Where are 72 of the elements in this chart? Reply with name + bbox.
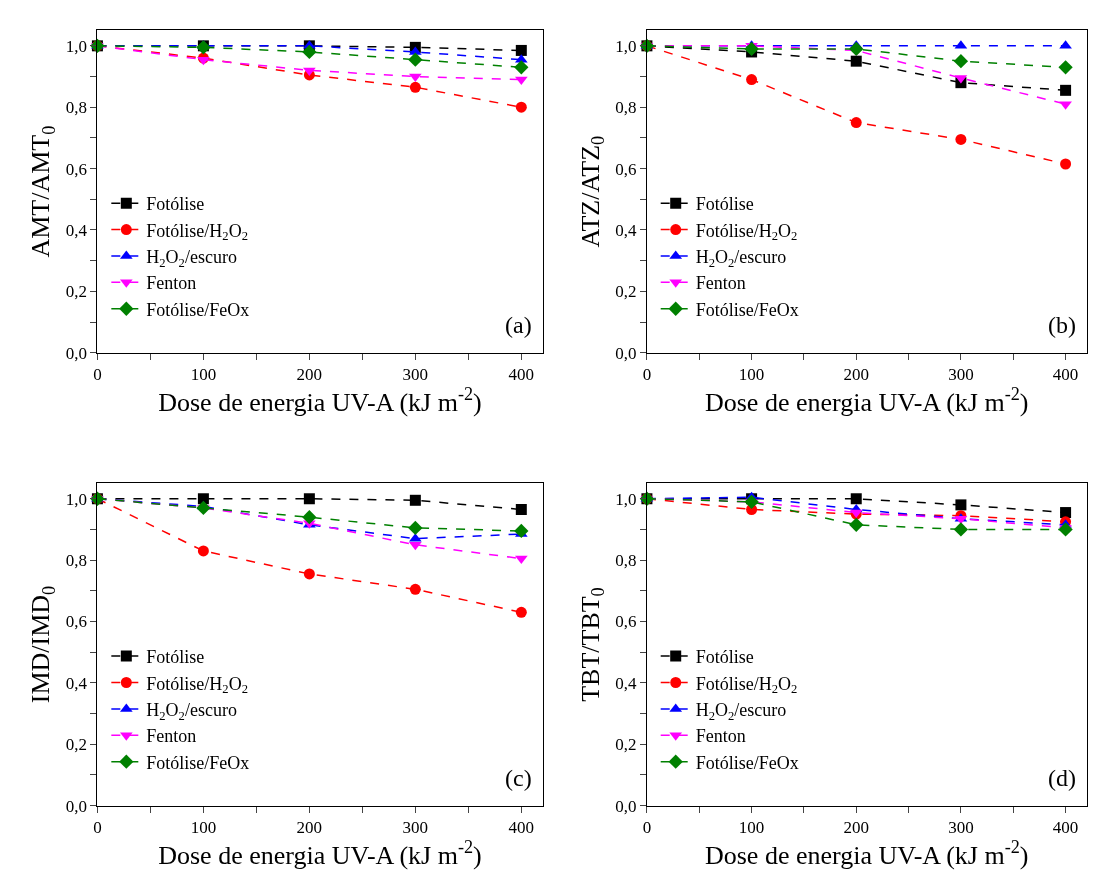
legend-label: Fotólise/H$_{2}$O$_{2}$ [146,673,248,697]
legend-label: Fotólise/H$_{2}$O$_{2}$ [695,220,798,244]
y-tick-label: 1,0 [65,36,88,56]
legend-label: Fenton [695,273,746,294]
x-tick-label: 200 [296,365,323,385]
y-tick-label: 0,2 [65,735,88,755]
annotation: (b) [1048,312,1076,338]
x-axis-title: Dose de energia UV-A (kJ m$^{-2}$) [704,384,1029,418]
legend-label: Fotólise [695,194,754,215]
legend-label: Fenton [146,726,197,747]
y-tick-label: 0,0 [615,796,637,816]
legend-label: Fenton [146,273,197,294]
legend-label: Fotólise [146,194,205,215]
x-tick-label: 0 [93,365,102,385]
x-axis-title: Dose de energia UV-A (kJ m$^{-2}$) [704,837,1029,870]
legend-label: Fotólise/H$_{2}$O$_{2}$ [695,673,798,697]
y-tick-label: 0,8 [65,98,88,118]
y-tick-label: 0,4 [615,673,638,693]
x-tick-label: 100 [738,365,765,385]
x-tick-label: 300 [948,818,974,838]
x-tick-label: 0 [642,818,652,838]
y-tick-label: 0,4 [65,673,88,693]
x-tick-label: 200 [296,818,323,838]
x-tick-label: 300 [402,365,429,385]
y-tick-label: 0,6 [65,612,88,632]
legend-label: H$_{2}$O$_{2}$/escuro [146,699,237,723]
y-tick-label: 0,6 [65,159,88,179]
legend-label: H$_{2}$O$_{2}$/escuro [695,246,787,270]
y-tick-label: 0,0 [65,796,88,816]
y-tick-label: 0,0 [615,343,637,363]
y-tick-label: 0,8 [65,551,88,571]
y-tick-label: 0,4 [615,220,638,240]
y-tick-label: 0,4 [65,220,88,240]
legend-label: Fotólise/FeOx [146,752,250,773]
x-tick-label: 400 [508,365,535,385]
annotation: (c) [505,765,532,791]
legend-label: Fenton [695,726,746,747]
x-tick-label: 100 [738,818,765,838]
legend-label: Fotólise [695,647,754,668]
x-tick-label: 200 [843,818,869,838]
legend-label: H$_{2}$O$_{2}$/escuro [695,699,787,723]
y-tick-label: 0,2 [65,282,88,302]
annotation: (a) [505,312,532,338]
y-tick-label: 0,6 [615,612,637,632]
x-tick-label: 400 [1052,818,1079,838]
legend-label: Fotólise/H$_{2}$O$_{2}$ [146,220,248,244]
legend-label: Fotólise [146,647,205,668]
legend-label: Fotólise/FeOx [695,752,799,773]
x-tick-label: 0 [642,365,652,385]
x-axis-title: Dose de energia UV-A (kJ m$^{-2}$) [158,837,482,870]
annotation: (d) [1048,765,1076,791]
x-tick-label: 100 [190,365,217,385]
legend-label: H$_{2}$O$_{2}$/escuro [146,246,237,270]
legend-label: Fotólise/FeOx [695,299,799,320]
y-tick-label: 1,0 [65,489,88,509]
x-tick-label: 300 [402,818,429,838]
x-tick-label: 0 [93,818,102,838]
y-tick-label: 0,8 [615,98,637,118]
legend-label: Fotólise/FeOx [146,299,250,320]
y-tick-label: 0,2 [615,735,637,755]
x-axis-title: Dose de energia UV-A (kJ m$^{-2}$) [158,384,482,418]
y-tick-label: 1,0 [615,36,637,56]
x-tick-label: 400 [1052,365,1079,385]
y-tick-label: 0,6 [615,159,637,179]
y-tick-label: 1,0 [615,489,637,509]
y-tick-label: 0,2 [615,282,637,302]
y-tick-label: 0,8 [615,551,637,571]
x-tick-label: 200 [843,365,869,385]
x-tick-label: 300 [948,365,974,385]
x-tick-label: 400 [508,818,535,838]
x-tick-label: 100 [190,818,217,838]
y-tick-label: 0,0 [65,343,88,363]
